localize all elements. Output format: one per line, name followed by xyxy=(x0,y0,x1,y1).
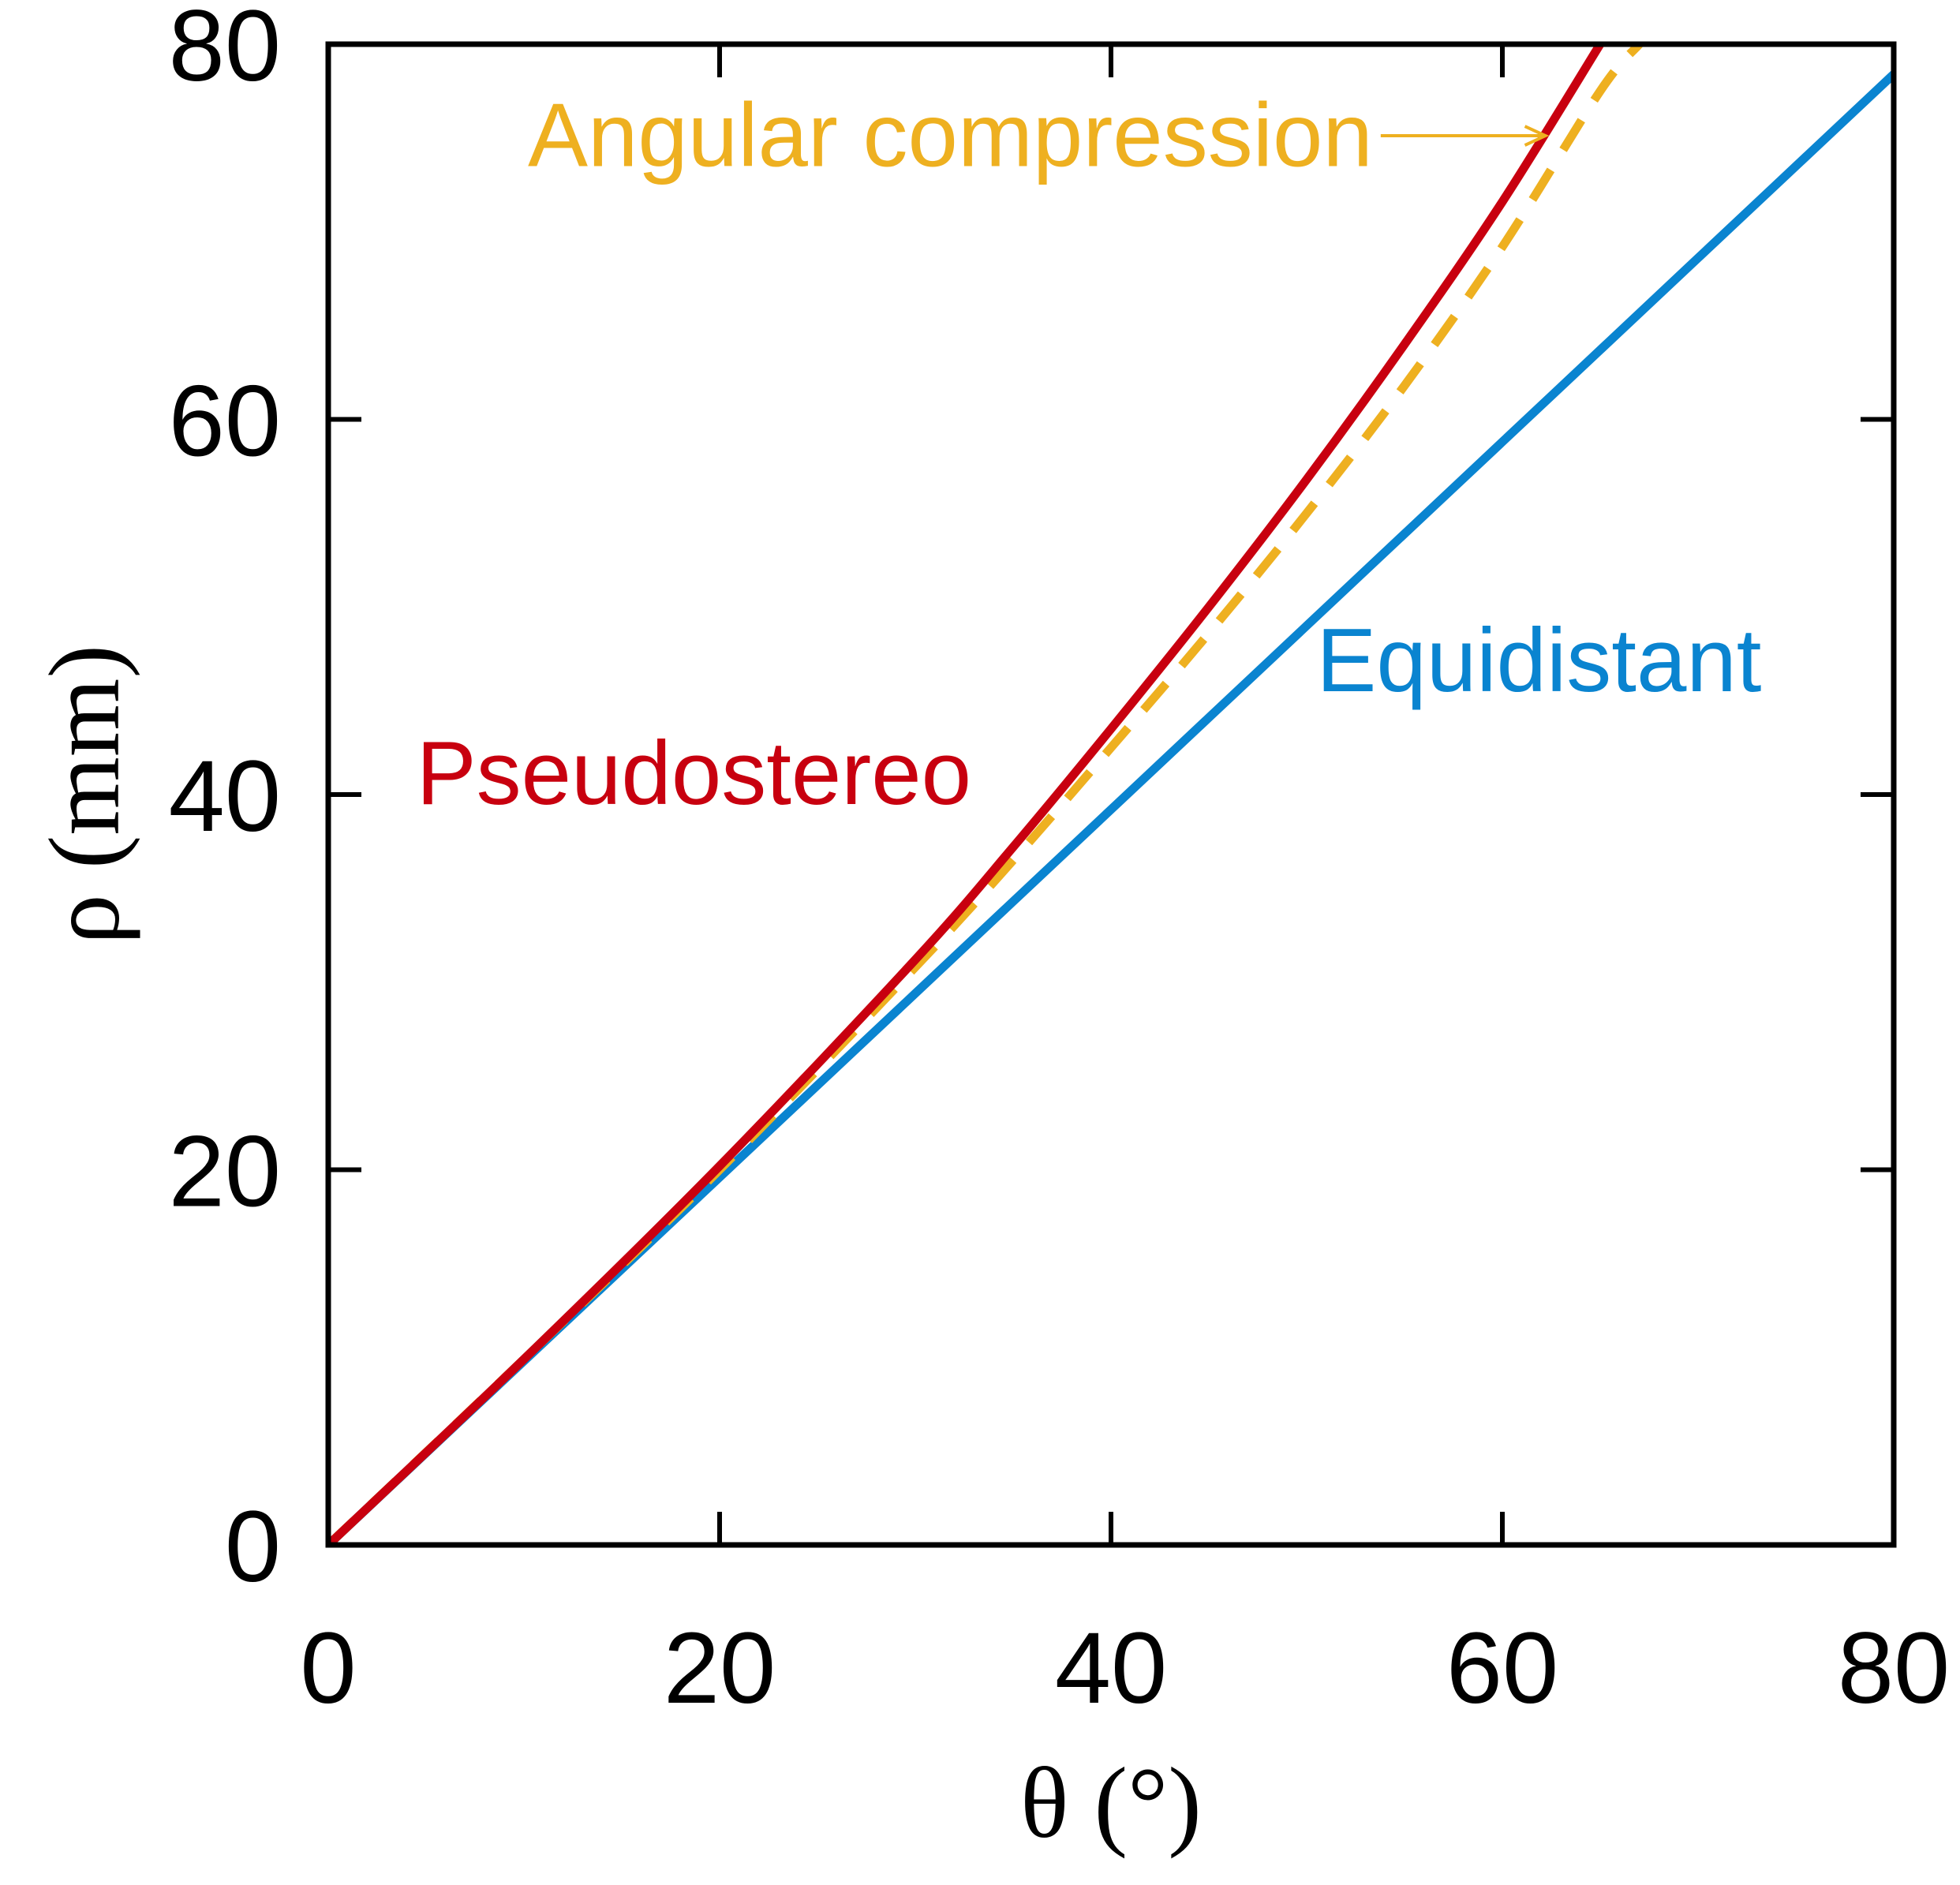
x-tick-label: 80 xyxy=(1838,1612,1950,1725)
y-tick-label: 80 xyxy=(169,0,281,103)
y-tick-label: 40 xyxy=(169,740,281,853)
x-tick-label: 60 xyxy=(1446,1612,1558,1725)
x-tick-label: 40 xyxy=(1055,1612,1167,1725)
x-tick-label: 20 xyxy=(664,1612,776,1725)
y-tick-label: 20 xyxy=(169,1116,281,1229)
y-tick-label: 60 xyxy=(169,365,281,478)
annotation-layer: Pseudostereo Equidistant Angular compressi… xyxy=(417,86,1762,824)
series-label-equidistant: Equidistant xyxy=(1316,611,1761,711)
series-line-pseudostereo xyxy=(328,44,1604,1545)
series-label-angular-compression: Angular compression xyxy=(528,86,1373,186)
x-axis-title: θ (°) xyxy=(1020,1747,1202,1859)
annotation-arrow xyxy=(1380,125,1550,147)
series-layer xyxy=(328,44,1894,1545)
tick-layer: 0 20 40 60 80 0 20 40 60 80 xyxy=(169,0,1951,1725)
y-tick-label: 0 xyxy=(225,1490,281,1603)
x-tick-label: 0 xyxy=(300,1612,356,1725)
series-label-pseudostereo: Pseudostereo xyxy=(417,724,971,824)
y-axis-title: ρ (mm) xyxy=(28,645,140,944)
